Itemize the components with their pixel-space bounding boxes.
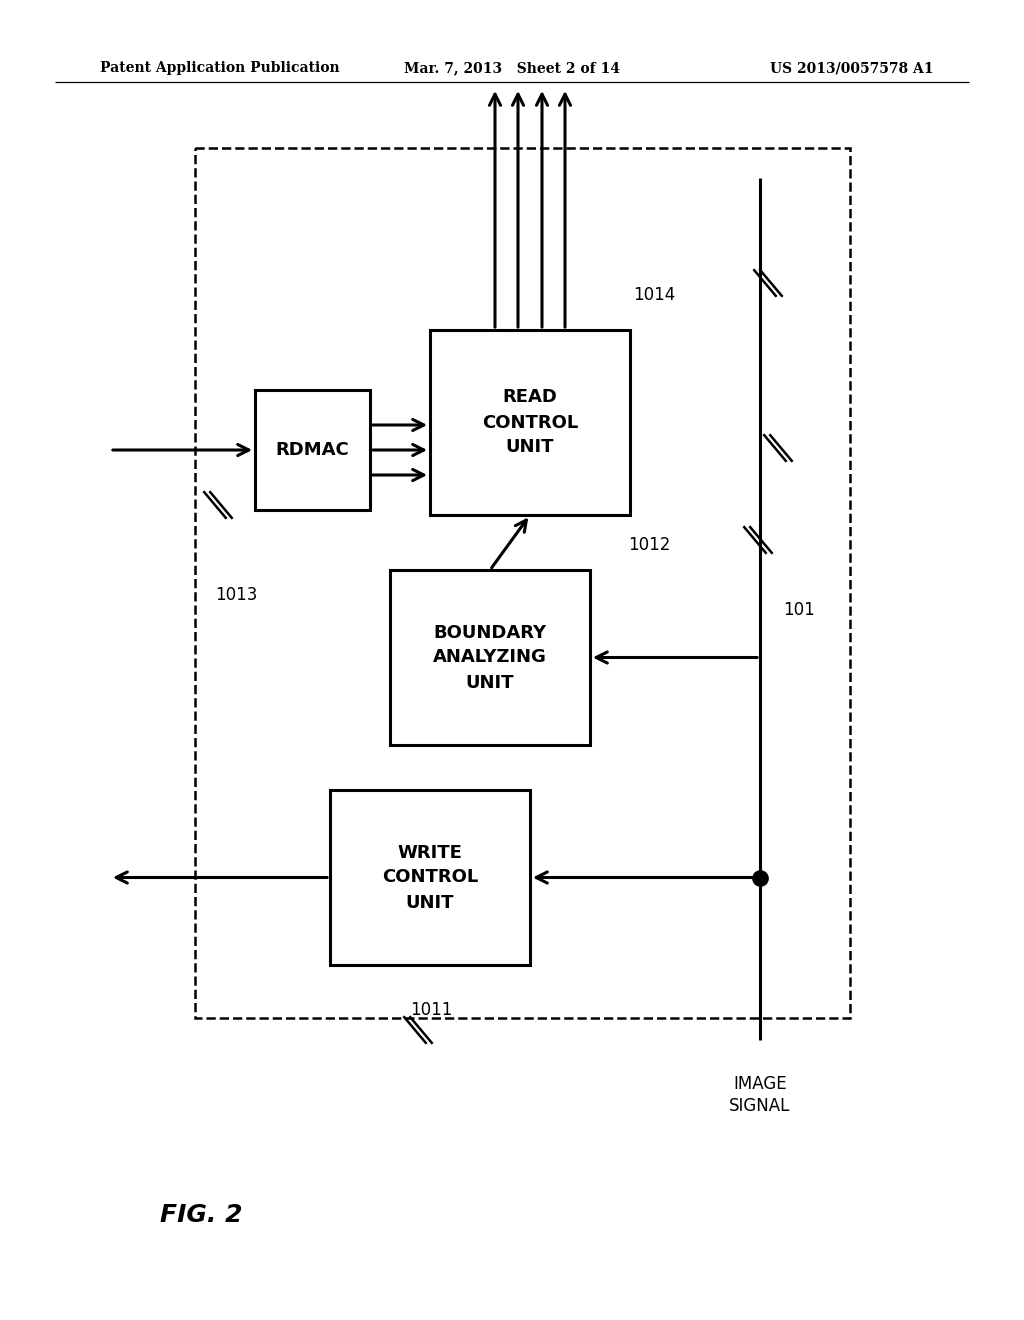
Text: BOUNDARY
ANALYZING
UNIT: BOUNDARY ANALYZING UNIT xyxy=(433,623,547,692)
Text: Patent Application Publication: Patent Application Publication xyxy=(100,61,340,75)
Text: US 2013/0057578 A1: US 2013/0057578 A1 xyxy=(770,61,934,75)
Text: FIG. 2: FIG. 2 xyxy=(160,1203,243,1228)
Bar xyxy=(390,570,590,744)
Text: Mar. 7, 2013   Sheet 2 of 14: Mar. 7, 2013 Sheet 2 of 14 xyxy=(404,61,620,75)
Text: 101: 101 xyxy=(783,601,815,619)
Text: RDMAC: RDMAC xyxy=(275,441,349,459)
Text: 1012: 1012 xyxy=(628,536,671,554)
Bar xyxy=(255,389,370,510)
Text: 1011: 1011 xyxy=(410,1001,453,1019)
Bar xyxy=(195,148,850,1018)
Text: IMAGE
SIGNAL: IMAGE SIGNAL xyxy=(729,1074,791,1115)
Text: 1013: 1013 xyxy=(215,586,257,605)
Bar xyxy=(430,330,630,515)
Bar xyxy=(330,789,530,965)
Text: READ
CONTROL
UNIT: READ CONTROL UNIT xyxy=(482,388,579,457)
Text: WRITE
CONTROL
UNIT: WRITE CONTROL UNIT xyxy=(382,843,478,912)
Text: 1014: 1014 xyxy=(633,286,675,304)
